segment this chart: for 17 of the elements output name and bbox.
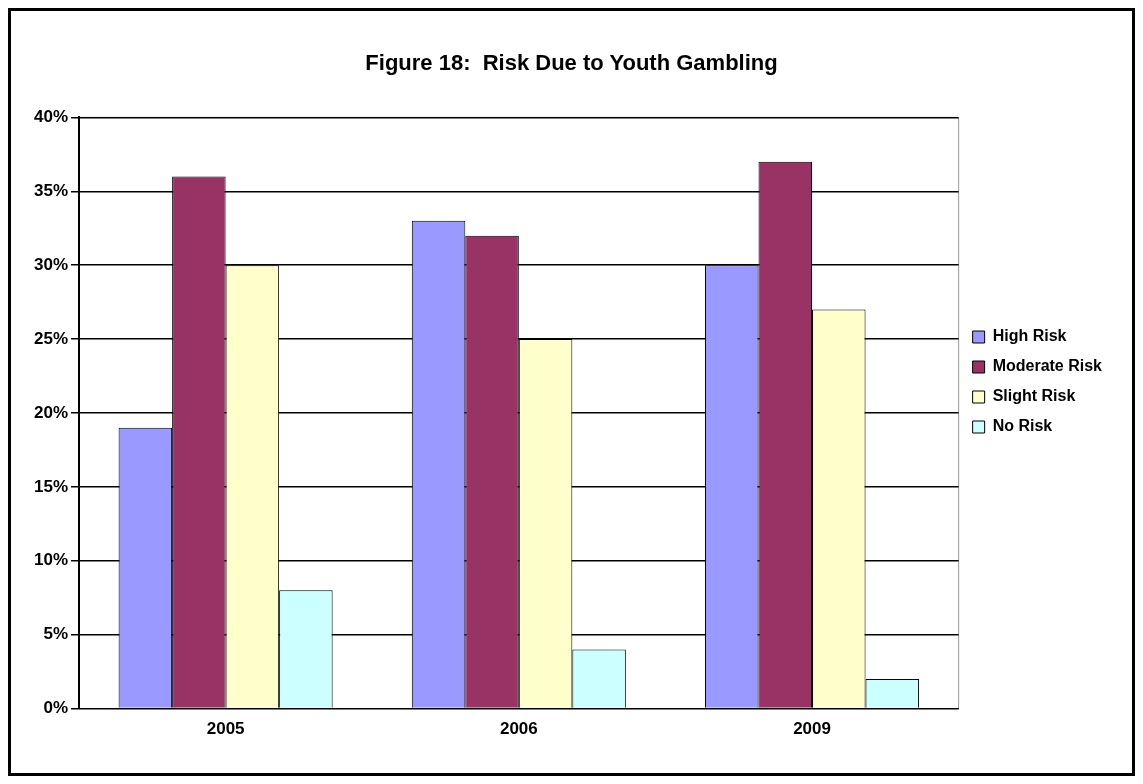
legend-label: High Risk <box>992 327 1067 345</box>
chart-title: Figure 18: Risk Due to Youth Gambling <box>365 50 778 76</box>
x-tick-label: 2006 <box>499 719 538 739</box>
y-tick-label: 30% <box>33 254 69 274</box>
y-tick-label: 15% <box>33 476 69 496</box>
legend-label: Slight Risk <box>992 387 1076 405</box>
y-tick-label: 20% <box>33 402 69 422</box>
y-tick-label: 25% <box>33 328 69 348</box>
legend-label: Moderate Risk <box>992 357 1103 375</box>
y-tick-label: 40% <box>33 107 69 127</box>
y-tick-label: 0% <box>43 698 69 718</box>
y-tick-label: 5% <box>43 624 69 644</box>
y-tick-label: 35% <box>33 180 69 200</box>
legend-label: No Risk <box>992 417 1053 435</box>
x-tick-label: 2005 <box>206 719 245 739</box>
x-tick-label: 2009 <box>793 719 831 739</box>
y-tick-label: 10% <box>33 550 69 570</box>
